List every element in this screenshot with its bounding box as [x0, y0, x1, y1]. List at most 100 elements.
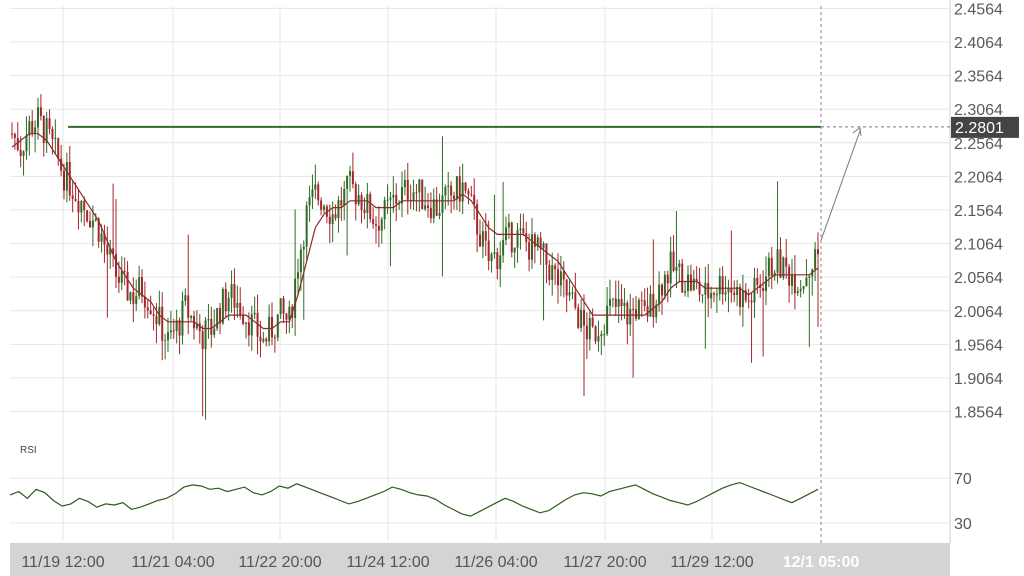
candle-body [337, 200, 340, 219]
candle-body [389, 197, 392, 200]
candle-body [331, 214, 334, 224]
candle-body [730, 287, 733, 293]
candle-body [484, 231, 487, 241]
candle-body [386, 199, 389, 201]
candle-body [392, 194, 395, 198]
candle-body [135, 296, 138, 304]
candle-body [213, 328, 216, 335]
candle-body [54, 138, 57, 140]
candle-body [152, 314, 155, 316]
candle-body [201, 331, 204, 350]
projection-arrow [820, 130, 861, 241]
candle-body [490, 253, 493, 261]
current-price-box [951, 116, 1019, 138]
candle-body [100, 233, 103, 242]
candle-body [666, 274, 669, 284]
candle-body [406, 179, 409, 201]
candle-body [750, 300, 753, 303]
candle-body [649, 293, 652, 317]
candle-body [239, 302, 242, 316]
candle-body [109, 248, 112, 255]
candle-body [713, 293, 715, 295]
candle-body [747, 300, 750, 302]
candle-body [808, 276, 811, 278]
candle-body [467, 190, 470, 195]
price-tick-label: 1.9064 [954, 371, 1003, 388]
candle-body [678, 263, 681, 267]
time-tick-label: 11/26 04:00 [454, 554, 537, 571]
candle-body [583, 309, 585, 326]
candle-body [606, 305, 609, 334]
candle-body [438, 212, 441, 216]
candle-body [372, 218, 375, 225]
candle-body [285, 313, 288, 320]
candle-body [126, 271, 129, 301]
candle-body [476, 204, 479, 235]
candle-body [375, 224, 377, 226]
candle-body [557, 269, 559, 286]
candle-body [617, 299, 620, 307]
time-tick-label: 11/19 12:00 [21, 554, 104, 571]
candle-body [115, 254, 117, 277]
candle-body [562, 271, 565, 280]
candle-body [187, 295, 190, 318]
price-tick-label: 2.2064 [954, 169, 1003, 186]
current-price-label: 2.2801 [955, 120, 1004, 137]
time-tick-label: 11/24 12:00 [346, 554, 429, 571]
time-tick-label: 11/29 12:00 [670, 554, 753, 571]
candle-body [219, 308, 221, 324]
candle-body [461, 182, 464, 202]
candle-body [545, 243, 548, 265]
candle-body [34, 127, 37, 134]
candle-body [207, 319, 210, 321]
candle-body [297, 272, 299, 279]
rsi-tick-label: 70 [954, 471, 972, 488]
candle-body [715, 293, 718, 295]
candle-body [383, 200, 386, 220]
price-tick-label: 2.4564 [954, 1, 1003, 18]
candle-body [106, 244, 109, 255]
candle-body [609, 299, 611, 306]
candle-body [120, 270, 123, 283]
candle-body [94, 218, 97, 221]
candle-body [536, 237, 539, 247]
candle-body [435, 199, 438, 216]
candle-body [505, 227, 507, 241]
time-axis-bg [10, 543, 950, 576]
candle-body [172, 330, 175, 332]
candle-body [507, 222, 510, 228]
candle-body [265, 338, 268, 342]
candle-body [603, 333, 606, 335]
candle-body [707, 282, 710, 299]
candle-body [643, 300, 646, 307]
price-tick-label: 2.3564 [954, 69, 1003, 86]
candle-body [548, 264, 551, 281]
candle-body [429, 207, 432, 219]
candle-body [510, 222, 513, 253]
candle-body [204, 320, 207, 350]
candle-body [721, 276, 724, 295]
candle-body [155, 315, 158, 325]
candle-body [776, 249, 779, 273]
candle-body [455, 176, 458, 200]
candle-body [710, 293, 713, 299]
candle-body [268, 316, 271, 342]
candle-body [788, 266, 791, 286]
candle-body [585, 325, 588, 340]
candle-body [343, 188, 346, 206]
price-tick-label: 2.0564 [954, 270, 1003, 287]
candle-body [242, 315, 245, 324]
candle-body [441, 195, 444, 213]
rsi-line [9, 481, 819, 517]
candle-body [351, 171, 354, 185]
candle-body [427, 205, 429, 208]
candle-body [262, 338, 265, 342]
candle-body [499, 255, 502, 269]
candle-body [57, 138, 60, 159]
candle-body [299, 249, 302, 273]
candle-body [571, 292, 574, 294]
horizontal-level[interactable] [68, 125, 950, 241]
candle-body [25, 135, 28, 152]
candle-body [91, 220, 94, 228]
